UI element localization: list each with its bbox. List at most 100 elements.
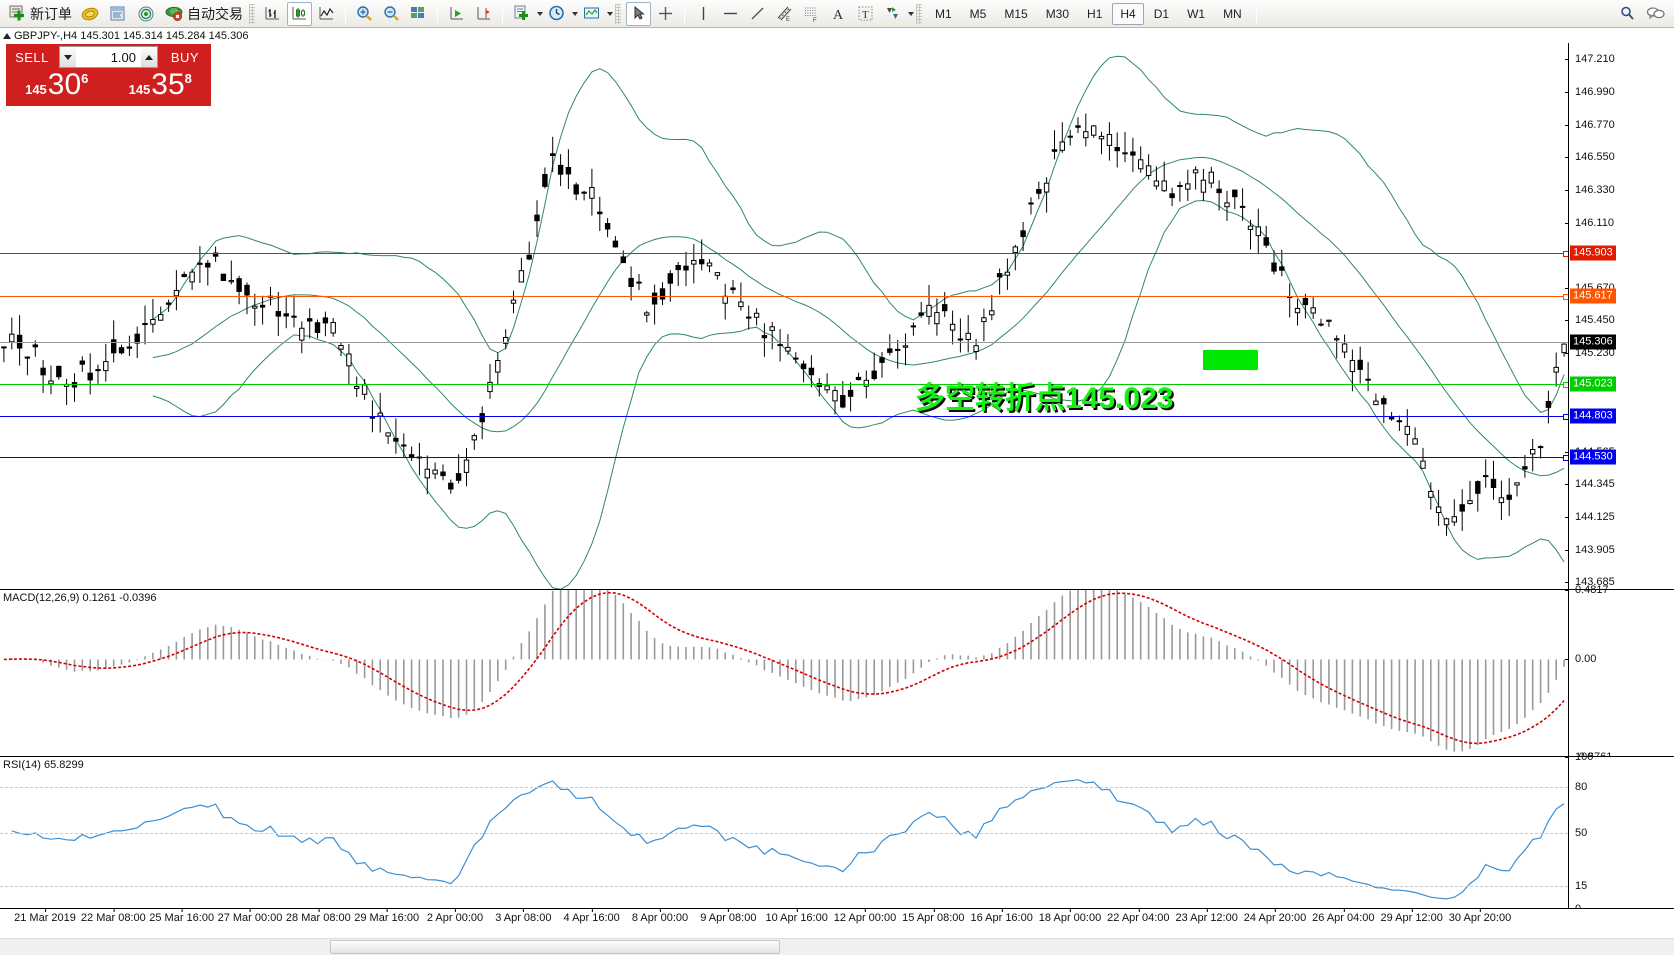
price-level-line-resistance[interactable] — [0, 293, 1568, 300]
grid-panels-icon — [411, 7, 424, 18]
indicators-dropdown-caret[interactable] — [607, 11, 613, 16]
timeframe-m15-button[interactable]: M15 — [1004, 6, 1028, 21]
horizontal-line-tool-button[interactable] — [718, 2, 743, 26]
volume-increase-button[interactable] — [141, 47, 157, 67]
level-handle[interactable] — [1563, 251, 1568, 258]
time-tick-label: 30 Apr 20:00 — [1448, 908, 1512, 924]
indicators-button[interactable] — [579, 2, 604, 26]
chart-shift-toggle-button[interactable] — [471, 2, 496, 26]
sell-button-label[interactable]: SELL — [6, 44, 58, 70]
new-order-icon — [9, 5, 24, 21]
trendline-tool-button[interactable] — [745, 2, 770, 26]
vertical-line-tool-button[interactable] — [691, 2, 716, 26]
sell-price-integer: 145 — [25, 82, 47, 97]
zoom-out-button[interactable] — [379, 2, 404, 26]
price-scale[interactable]: 147.210 146.990 146.770 146.550 146.330 146.1… — [1565, 43, 1674, 589]
line-chart-icon — [319, 7, 334, 20]
price-tick: 146.110 — [1565, 217, 1614, 229]
period-button[interactable] — [544, 2, 569, 26]
bar-chart-button[interactable] — [260, 2, 285, 26]
new-order-button[interactable]: 新订单 — [5, 2, 75, 26]
volume-decrease-button[interactable] — [60, 47, 76, 67]
price-tick: 146.550 — [1565, 151, 1615, 163]
rsi-plot[interactable] — [0, 757, 1568, 908]
price-level-line-support[interactable] — [0, 414, 1568, 421]
macd-pane[interactable]: MACD(12,26,9) 0.1261 -0.0396 0.48170.00-… — [0, 584, 1674, 763]
price-level-line-support[interactable] — [0, 454, 1568, 461]
scrollbar-thumb[interactable] — [330, 940, 780, 954]
macd-plot[interactable] — [0, 590, 1568, 756]
arrows-dropdown-caret[interactable] — [908, 11, 914, 16]
level-handle[interactable] — [1563, 381, 1568, 388]
equidistant-channel-tool-button[interactable]: E — [772, 2, 797, 26]
text-tool-button[interactable]: A — [826, 2, 851, 26]
one-click-trading-panel[interactable]: SELL 1.00 BUY 145 30 6 145 35 8 — [6, 44, 211, 106]
price-level-badge-pivot[interactable]: 145.023 — [1570, 376, 1616, 392]
auto-scroll-button[interactable] — [444, 2, 469, 26]
timeframe-h1-button[interactable]: H1 — [1087, 6, 1103, 21]
price-level-badge-support[interactable]: 144.803 — [1570, 408, 1616, 424]
timeframe-m1-button[interactable]: M1 — [935, 6, 952, 21]
buy-price-button[interactable]: 145 35 8 — [109, 70, 211, 106]
price-tick: 143.905 — [1565, 544, 1615, 556]
time-tick-label: 8 Apr 00:00 — [631, 908, 689, 924]
templates-button[interactable] — [509, 2, 534, 26]
level-handle[interactable] — [1563, 414, 1568, 421]
templates-dropdown-caret[interactable] — [537, 11, 543, 16]
toolbar-grip[interactable] — [249, 3, 255, 24]
rsi-pane[interactable]: RSI(14) 65.8299 1008050150 — [0, 751, 1674, 915]
timeframe-m5-button[interactable]: M5 — [969, 6, 987, 21]
horizontal-scrollbar[interactable] — [0, 938, 1674, 955]
price-level-line-pivot[interactable] — [0, 381, 1568, 388]
timeframe-m30-button[interactable]: M30 — [1045, 6, 1070, 21]
timeframe-h4-button[interactable]: H4 — [1112, 2, 1144, 25]
terminal-button[interactable] — [77, 2, 103, 26]
auto-scroll-icon — [450, 7, 463, 20]
sell-price-button[interactable]: 145 30 6 — [6, 70, 108, 106]
volume-input[interactable]: 1.00 — [76, 47, 141, 67]
volume-stepper[interactable]: 1.00 — [59, 46, 158, 68]
scrollbar-track[interactable] — [0, 939, 1674, 955]
chat-button[interactable] — [1642, 2, 1669, 26]
one-click-trading-prices: 145 30 6 145 35 8 — [6, 70, 211, 106]
candlestick-chart-button[interactable] — [287, 1, 312, 26]
arrows-tool-button[interactable] — [880, 2, 905, 26]
toolbar-grip[interactable] — [615, 3, 621, 24]
chart-expand-triangle-icon[interactable] — [3, 33, 11, 39]
zoom-in-button[interactable] — [352, 2, 377, 26]
search-button[interactable] — [1615, 2, 1640, 26]
price-level-badge-resistance[interactable]: 145.617 — [1570, 288, 1616, 304]
price-level-badge-current[interactable]: 145.306 — [1570, 334, 1616, 350]
fibonacci-tool-button[interactable]: F — [799, 2, 824, 26]
highlight-box — [1203, 350, 1258, 370]
price-level-line-resistance[interactable] — [0, 251, 1568, 258]
line-chart-button[interactable] — [314, 2, 339, 26]
level-handle[interactable] — [1563, 293, 1568, 300]
price-level-line-current[interactable] — [0, 341, 1568, 343]
time-axis[interactable]: 21 Mar 2019 22 Mar 08:00 25 Mar 16:00 27 Ma… — [0, 908, 1674, 926]
period-dropdown-caret[interactable] — [572, 11, 578, 16]
metaeditor-button[interactable] — [105, 2, 131, 26]
auto-trading-button[interactable]: 自动交易 — [161, 2, 246, 26]
timeframe-group: M1 M5 M15 M30 H1 H4 D1 W1 MN — [926, 2, 1251, 25]
cursor-tool-button[interactable] — [626, 1, 651, 26]
rsi-scale[interactable]: 1008050150 — [1564, 751, 1674, 915]
price-pane[interactable]: 多空转折点145.023 147.210 146.990 146.770 146.55… — [0, 43, 1674, 589]
price-level-badge-resistance[interactable]: 145.903 — [1570, 245, 1616, 261]
buy-button-label[interactable]: BUY — [159, 44, 211, 70]
time-tick-label: 27 Mar 00:00 — [217, 908, 283, 924]
timeframe-d1-button[interactable]: D1 — [1153, 6, 1170, 21]
signals-button[interactable] — [133, 2, 159, 26]
timeframe-w1-button[interactable]: W1 — [1187, 6, 1206, 21]
chart-area[interactable]: 多空转折点145.023 147.210 146.990 146.770 146.55… — [0, 43, 1674, 938]
timeframe-mn-button[interactable]: MN — [1223, 6, 1242, 21]
text-label-tool-button[interactable]: T — [853, 2, 878, 26]
horizontal-line-icon — [724, 12, 737, 15]
crosshair-tool-button[interactable] — [653, 2, 678, 26]
toolbar-grip[interactable] — [916, 3, 922, 24]
price-level-badge-support[interactable]: 144.530 — [1570, 449, 1616, 465]
level-handle[interactable] — [1563, 454, 1568, 461]
price-plot[interactable]: 多空转折点145.023 — [0, 43, 1568, 589]
chart-shift-button[interactable] — [406, 2, 431, 26]
